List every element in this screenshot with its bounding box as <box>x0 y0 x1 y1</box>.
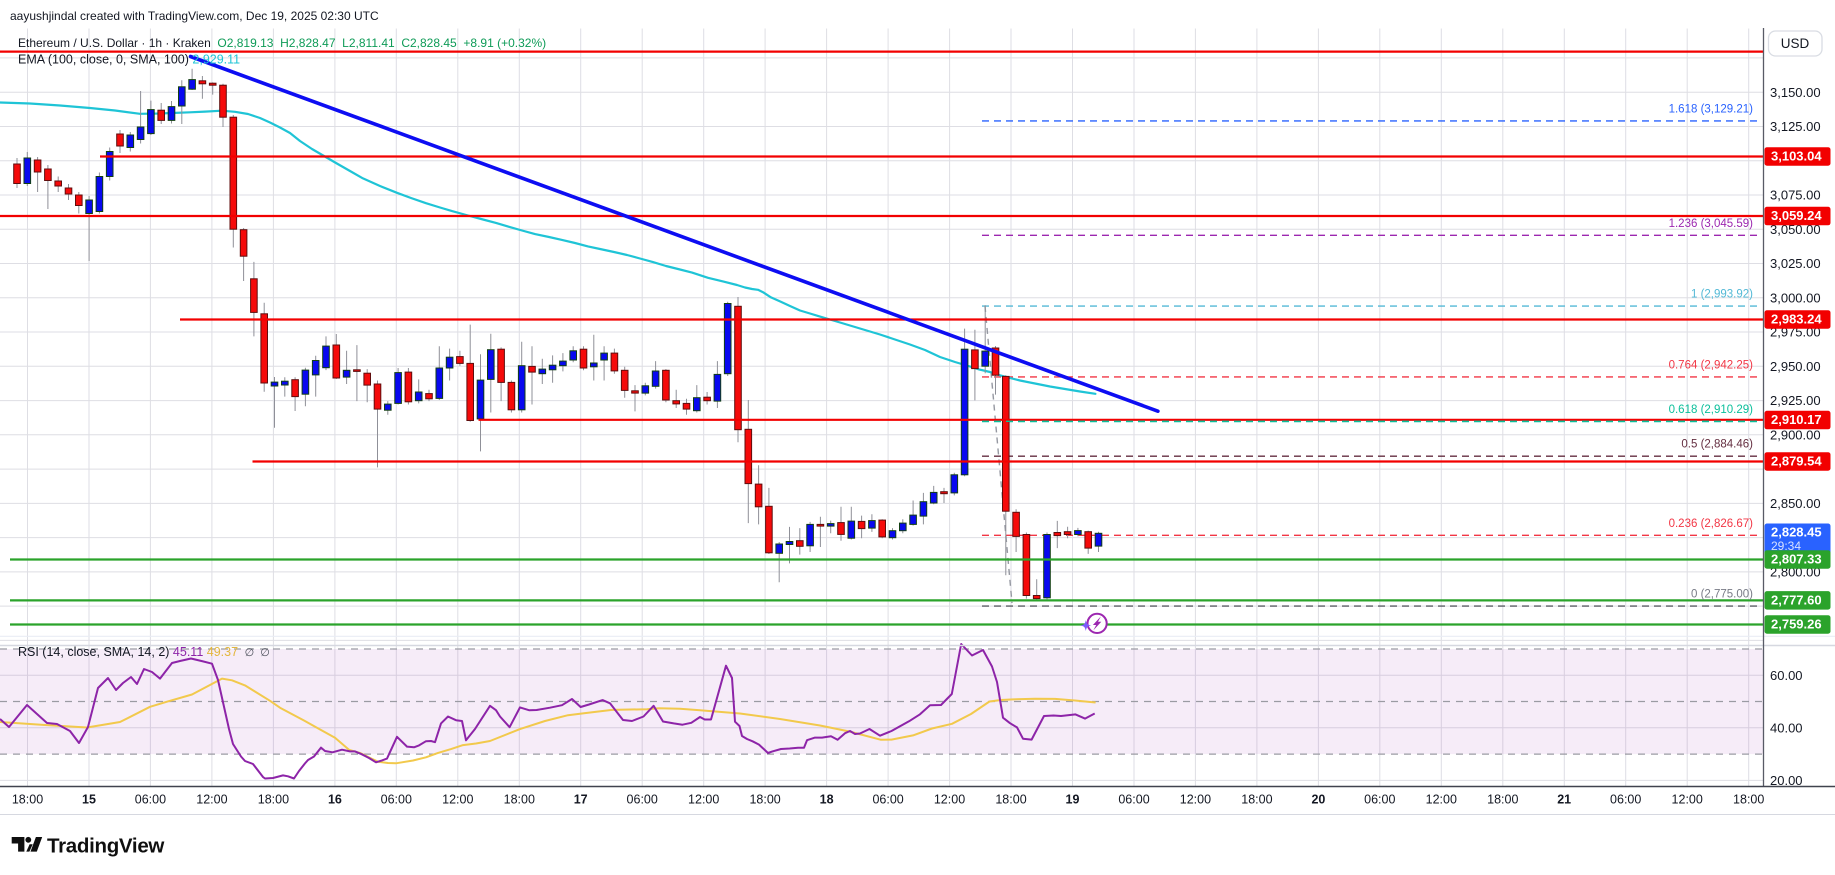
svg-text:3,059.24: 3,059.24 <box>1771 208 1822 223</box>
svg-text:60.00: 60.00 <box>1770 668 1803 683</box>
svg-text:3,075.00: 3,075.00 <box>1770 188 1821 203</box>
svg-text:EMA (100, close, 0, SMA, 100): EMA (100, close, 0, SMA, 100) 2,929.11 <box>18 53 240 67</box>
svg-text:3,125.00: 3,125.00 <box>1770 119 1821 134</box>
svg-text:USD: USD <box>1781 36 1810 51</box>
svg-text:16: 16 <box>328 793 342 807</box>
svg-text:18:00: 18:00 <box>1241 793 1272 807</box>
svg-text:40.00: 40.00 <box>1770 720 1803 735</box>
svg-text:20: 20 <box>1311 793 1325 807</box>
svg-text:12:00: 12:00 <box>1672 793 1703 807</box>
svg-text:RSI (14, close, SMA, 14, 2) 45: RSI (14, close, SMA, 14, 2) 45.11 49.37 … <box>18 645 270 659</box>
svg-text:2,759.26: 2,759.26 <box>1771 617 1822 632</box>
svg-text:06:00: 06:00 <box>135 793 166 807</box>
svg-text:Ethereum / U.S. Dollar · 1h ·: Ethereum / U.S. Dollar · 1h · Kraken O2,… <box>18 36 546 50</box>
svg-text:3,050.00: 3,050.00 <box>1770 222 1821 237</box>
svg-text:18:00: 18:00 <box>504 793 535 807</box>
svg-text:18:00: 18:00 <box>995 793 1026 807</box>
svg-text:2,828.45: 2,828.45 <box>1771 525 1822 540</box>
svg-text:06:00: 06:00 <box>1364 793 1395 807</box>
svg-text:06:00: 06:00 <box>1118 793 1149 807</box>
svg-text:1 (2,993.92): 1 (2,993.92) <box>1691 289 1753 301</box>
svg-text:18:00: 18:00 <box>1733 793 1764 807</box>
svg-text:06:00: 06:00 <box>627 793 658 807</box>
svg-text:2,879.54: 2,879.54 <box>1771 454 1822 469</box>
svg-text:18:00: 18:00 <box>1487 793 1518 807</box>
svg-text:0.618 (2,910.29): 0.618 (2,910.29) <box>1669 404 1754 416</box>
svg-text:0 (2,775.00): 0 (2,775.00) <box>1691 589 1753 601</box>
svg-text:2,910.17: 2,910.17 <box>1771 412 1822 427</box>
svg-text:06:00: 06:00 <box>381 793 412 807</box>
svg-text:3,150.00: 3,150.00 <box>1770 85 1821 100</box>
svg-text:12:00: 12:00 <box>688 793 719 807</box>
svg-text:1.236 (3,045.59): 1.236 (3,045.59) <box>1669 218 1754 230</box>
svg-text:aayushjindal created with Trad: aayushjindal created with TradingView.co… <box>10 9 379 23</box>
svg-text:2,777.60: 2,777.60 <box>1771 593 1822 608</box>
svg-text:12:00: 12:00 <box>1180 793 1211 807</box>
svg-text:18:00: 18:00 <box>12 793 43 807</box>
svg-text:18: 18 <box>820 793 834 807</box>
svg-text:0.236 (2,826.67): 0.236 (2,826.67) <box>1669 518 1754 530</box>
svg-text:12:00: 12:00 <box>934 793 965 807</box>
svg-text:3,103.04: 3,103.04 <box>1771 149 1822 164</box>
svg-text:19: 19 <box>1066 793 1080 807</box>
svg-text:TradingView: TradingView <box>47 835 164 858</box>
svg-text:2,850.00: 2,850.00 <box>1770 496 1821 511</box>
svg-text:0.5 (2,884.46): 0.5 (2,884.46) <box>1681 439 1753 451</box>
svg-text:12:00: 12:00 <box>1426 793 1457 807</box>
svg-text:20.00: 20.00 <box>1770 773 1803 788</box>
svg-text:2,900.00: 2,900.00 <box>1770 427 1821 442</box>
svg-text:1.618 (3,129.21): 1.618 (3,129.21) <box>1669 103 1754 115</box>
svg-text:2,925.00: 2,925.00 <box>1770 393 1821 408</box>
svg-text:2,983.24: 2,983.24 <box>1771 312 1822 327</box>
svg-text:2,807.33: 2,807.33 <box>1771 552 1822 567</box>
svg-text:17: 17 <box>574 793 588 807</box>
svg-text:29:34: 29:34 <box>1771 539 1801 553</box>
svg-text:3,025.00: 3,025.00 <box>1770 256 1821 271</box>
svg-text:21: 21 <box>1557 793 1571 807</box>
svg-text:18:00: 18:00 <box>258 793 289 807</box>
svg-text:0.764 (2,942.25): 0.764 (2,942.25) <box>1669 359 1754 371</box>
svg-text:12:00: 12:00 <box>196 793 227 807</box>
svg-text:06:00: 06:00 <box>1610 793 1641 807</box>
svg-text:3,000.00: 3,000.00 <box>1770 290 1821 305</box>
svg-text:06:00: 06:00 <box>872 793 903 807</box>
svg-text:15: 15 <box>82 793 96 807</box>
svg-text:18:00: 18:00 <box>749 793 780 807</box>
svg-text:2,950.00: 2,950.00 <box>1770 359 1821 374</box>
svg-text:12:00: 12:00 <box>442 793 473 807</box>
